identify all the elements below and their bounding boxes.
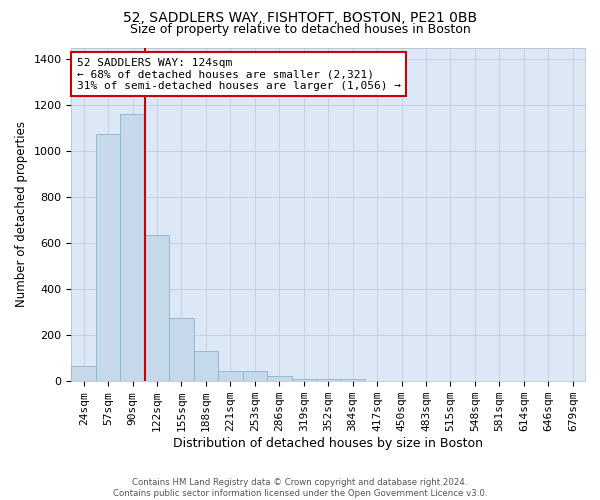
Bar: [96, 134, 121, 381]
Bar: [242, 371, 267, 381]
Bar: [169, 318, 194, 381]
Bar: [340, 379, 365, 381]
Bar: [145, 235, 169, 381]
Text: Contains HM Land Registry data © Crown copyright and database right 2024.
Contai: Contains HM Land Registry data © Crown c…: [113, 478, 487, 498]
Bar: [292, 379, 316, 381]
Bar: [218, 371, 242, 381]
Bar: [194, 352, 218, 381]
X-axis label: Distribution of detached houses by size in Boston: Distribution of detached houses by size …: [173, 437, 483, 450]
Text: 52 SADDLERS WAY: 124sqm
← 68% of detached houses are smaller (2,321)
31% of semi: 52 SADDLERS WAY: 124sqm ← 68% of detache…: [77, 58, 401, 90]
Bar: [316, 379, 340, 381]
Bar: [121, 114, 145, 381]
Text: Size of property relative to detached houses in Boston: Size of property relative to detached ho…: [130, 22, 470, 36]
Text: 52, SADDLERS WAY, FISHTOFT, BOSTON, PE21 0BB: 52, SADDLERS WAY, FISHTOFT, BOSTON, PE21…: [123, 11, 477, 25]
Y-axis label: Number of detached properties: Number of detached properties: [15, 122, 28, 308]
Bar: [71, 366, 96, 381]
Bar: [267, 376, 292, 381]
